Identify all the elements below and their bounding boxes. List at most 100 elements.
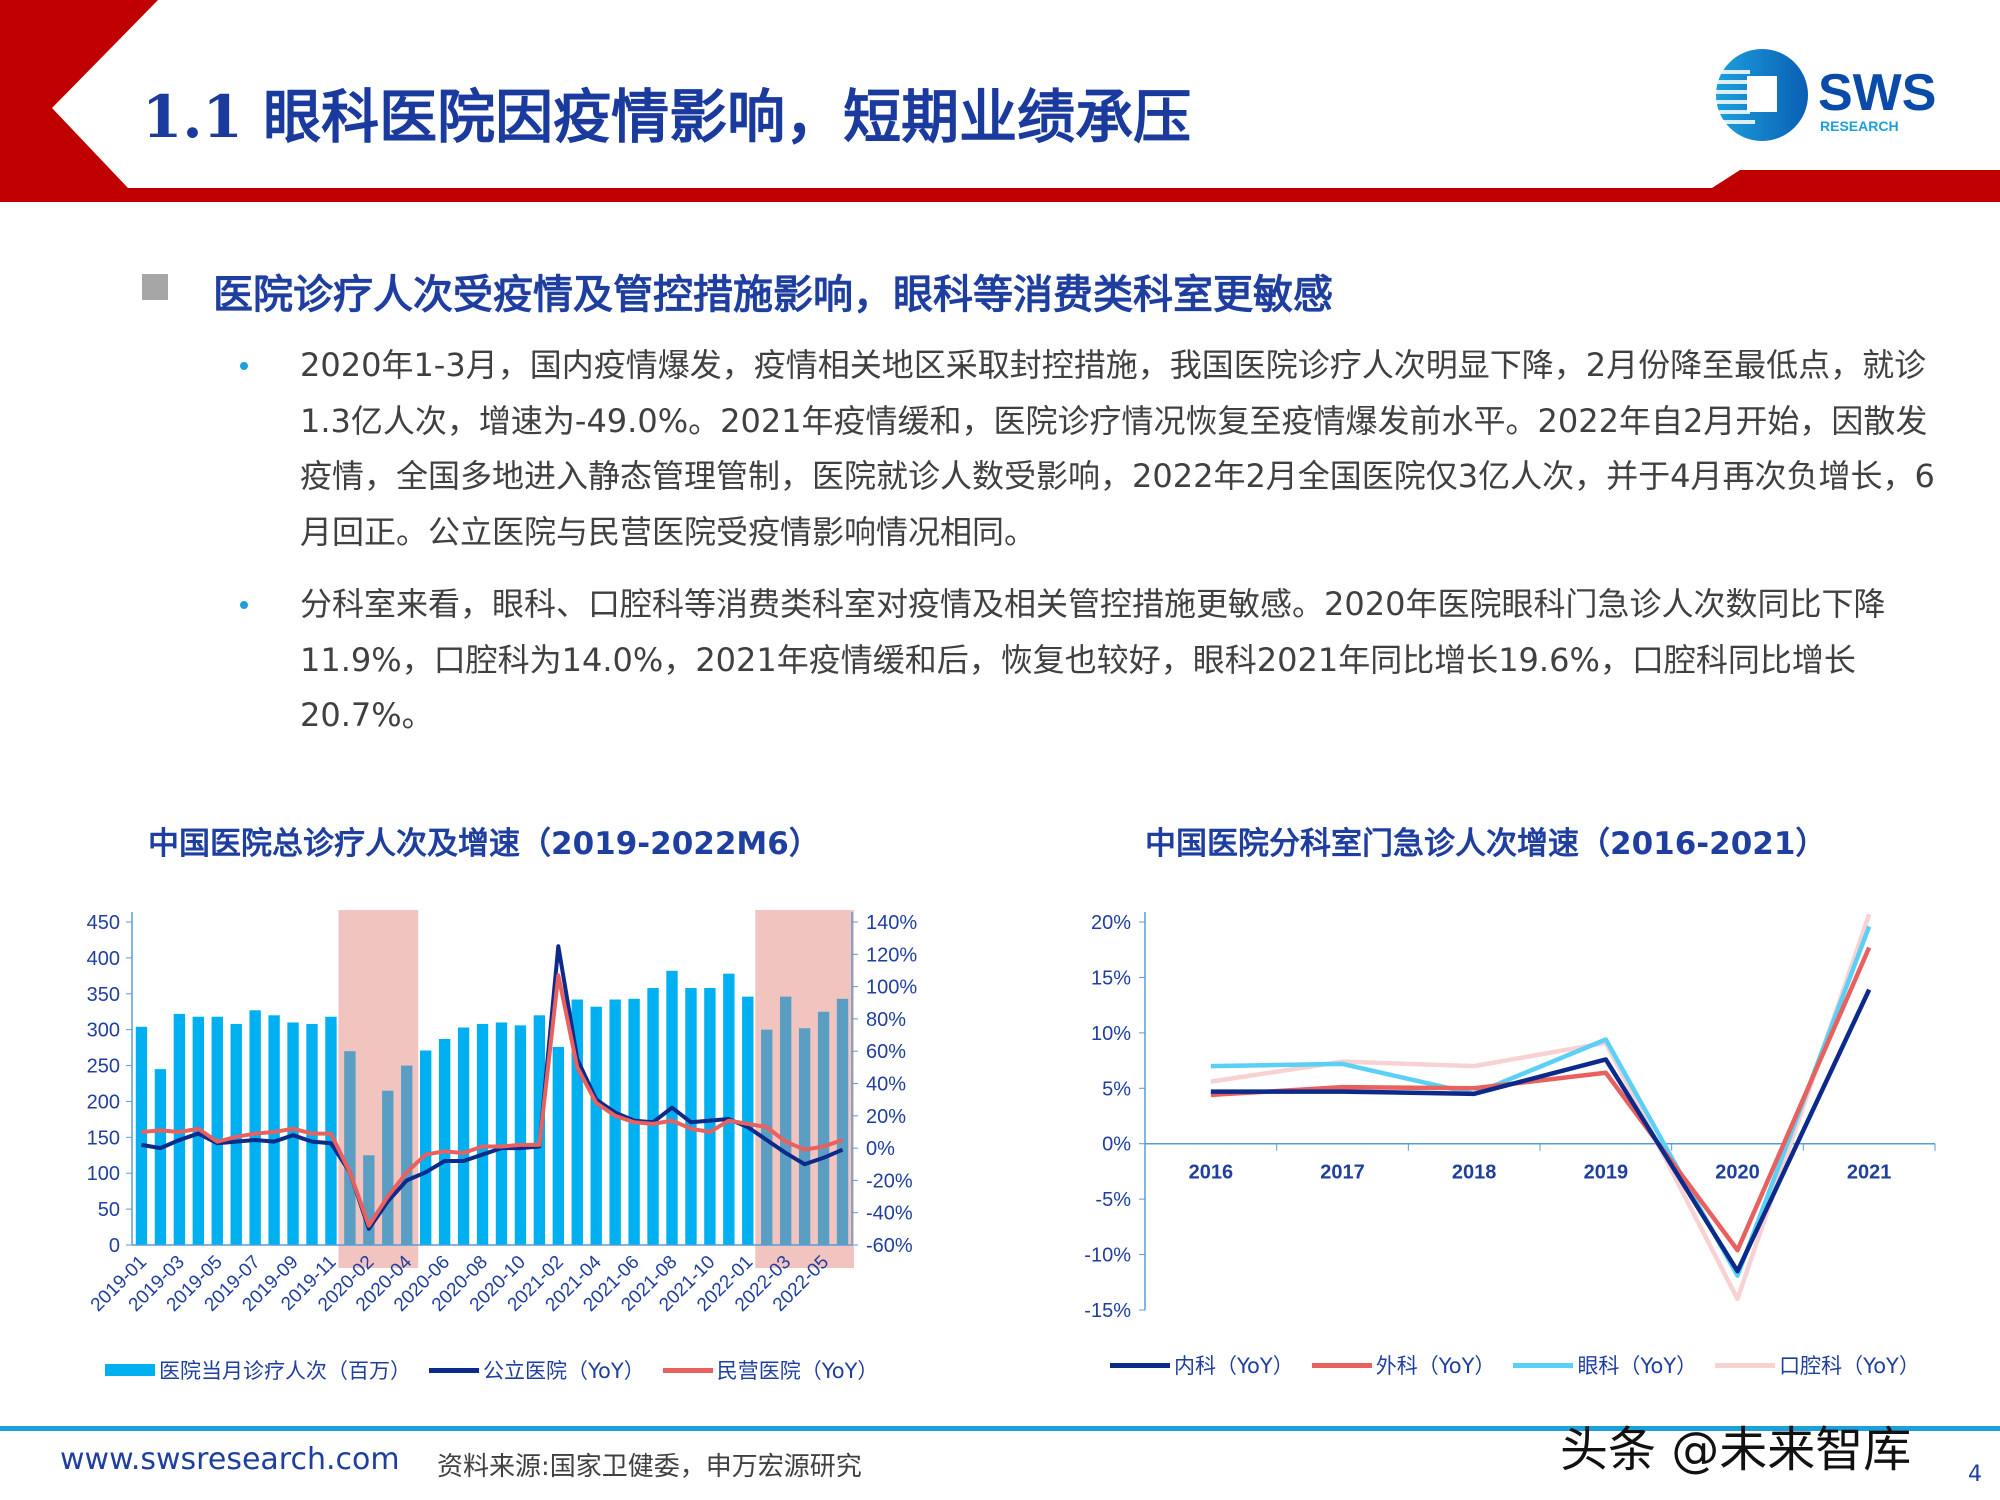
bullet-item: 分科室来看，眼科、口腔科等消费类科室对疫情及相关管控措施更敏感。2020年医院眼…: [240, 577, 1950, 744]
right-tick-label: 100%: [866, 977, 917, 999]
series-line: [1210, 925, 1872, 1278]
bar: [438, 1038, 451, 1245]
legend-label: 外科（YoY）: [1375, 1354, 1496, 1378]
left-tick-label: 300: [87, 1020, 120, 1042]
right-tick-label: 60%: [866, 1041, 906, 1063]
bar: [761, 1029, 773, 1245]
bullet-paragraph-2: 分科室来看，眼科、口腔科等消费类科室对疫情及相关管控措施更敏感。2020年医院眼…: [300, 585, 1886, 734]
right-tick-label: -20%: [866, 1170, 913, 1192]
legend-label: 民营医院（YoY）: [716, 1359, 879, 1383]
bar: [135, 1026, 148, 1245]
bar: [382, 1090, 394, 1245]
legend-item: 外科（YoY）: [1311, 1350, 1496, 1380]
right-tick-label: 140%: [866, 912, 917, 934]
legend-item: 民营医院（YoY）: [662, 1355, 879, 1385]
page-number: 4: [1968, 1462, 1982, 1487]
legend-label: 公立医院（YoY）: [483, 1359, 645, 1383]
right-tick-label: 20%: [866, 1106, 906, 1128]
footer-source: 资料来源:国家卫健委，申万宏源研究: [437, 1452, 862, 1482]
bar: [798, 1028, 811, 1245]
bar: [495, 1022, 508, 1245]
page-title: 1.1 眼科医院因疫情影响，短期业绩承压: [142, 83, 1192, 151]
left-tick-label: 250: [87, 1056, 120, 1078]
bar: [325, 1016, 337, 1245]
legend-label: 医院当月诊疗人次（百万）: [159, 1359, 411, 1383]
right-tick-label: -60%: [866, 1235, 913, 1257]
bar: [723, 973, 735, 1245]
series-line: [1210, 988, 1872, 1274]
legend-swatch: [429, 1367, 479, 1373]
x-tick-label: 2018: [1452, 1162, 1497, 1184]
bar: [344, 1051, 356, 1245]
section-title: 医院诊疗人次受疫情及管控措施影响，眼科等消费类科室更敏感: [213, 272, 1333, 318]
legend-item: 医院当月诊疗人次（百万）: [105, 1355, 411, 1385]
bar: [514, 1025, 527, 1245]
bar: [817, 1011, 830, 1245]
bullet-dot: [240, 362, 248, 370]
bullet-dot: [240, 601, 248, 609]
series-line: [141, 973, 844, 1228]
bar: [249, 1010, 261, 1245]
legend-item: 口腔科（YoY）: [1715, 1350, 1920, 1380]
svg-text:SWS: SWS: [1818, 64, 1936, 122]
legend-item: 内科（YoY）: [1110, 1350, 1294, 1380]
legend-item: 公立医院（YoY）: [429, 1355, 645, 1385]
right-tick-label: 120%: [866, 944, 917, 966]
legend-swatch: [1110, 1362, 1170, 1368]
x-tick-label: 2017: [1320, 1162, 1365, 1184]
y-tick-label: 10%: [1091, 1023, 1131, 1045]
left-tick-label: 150: [87, 1127, 120, 1149]
bar: [457, 1027, 470, 1245]
bar: [571, 999, 583, 1245]
bar: [476, 1023, 489, 1245]
legend-item: 眼科（YoY）: [1513, 1350, 1697, 1380]
x-tick-label: 2019: [1584, 1162, 1629, 1184]
legend-swatch: [1715, 1362, 1776, 1368]
bar: [836, 998, 849, 1245]
legend-swatch: [1513, 1362, 1574, 1368]
legend-label: 内科（YoY）: [1174, 1354, 1294, 1378]
y-tick-label: 5%: [1102, 1078, 1131, 1100]
legend-swatch: [105, 1364, 155, 1376]
x-tick-label: 2020: [1715, 1162, 1760, 1184]
bar: [704, 988, 716, 1245]
left-tick-label: 450: [87, 912, 120, 934]
bar: [742, 996, 754, 1245]
bar: [420, 1050, 432, 1245]
department-growth-chart: -15% -10% -5% 0% 5% 10% 15% 20% 2016 2017 2018 2019…: [1084, 912, 1936, 1322]
footer-url-link[interactable]: www.swsresearch.com: [60, 1442, 400, 1477]
y-tick-label: -10%: [1084, 1245, 1131, 1267]
legend-swatch: [662, 1367, 713, 1373]
bullet-paragraph-1: 2020年1-3月，国内疫情爆发，疫情相关地区采取封控措施，我国医院诊疗人次明显…: [300, 346, 1935, 551]
bar: [780, 996, 792, 1245]
bar: [363, 1155, 375, 1245]
sws-logo: SWS RESEARCH: [1715, 48, 1960, 143]
right-tick-label: 40%: [866, 1074, 906, 1096]
legend-label: 口腔科（YoY）: [1779, 1354, 1920, 1378]
left-tick-label: 200: [87, 1091, 120, 1113]
legend-right: 内科（YoY） 外科（YoY） 眼科（YoY） 口腔科（YoY）: [1110, 1350, 1938, 1380]
legend-left: 医院当月诊疗人次（百万） 公立医院（YoY） 民营医院（YoY）: [105, 1355, 896, 1385]
header-red-band: [0, 0, 2000, 202]
y-tick-label: -15%: [1084, 1300, 1131, 1322]
svg-text:RESEARCH: RESEARCH: [1820, 118, 1899, 134]
bar: [173, 1013, 186, 1245]
bar: [154, 1069, 167, 1245]
left-tick-label: 100: [87, 1163, 120, 1185]
bar: [647, 988, 659, 1245]
legend-swatch: [1311, 1362, 1372, 1368]
chart-title-left: 中国医院总诊疗人次及增速（2019-2022M6）: [148, 826, 820, 862]
section-bullet-square: [142, 274, 168, 300]
left-tick-label: 0: [109, 1235, 120, 1257]
x-tick-label: 2021: [1847, 1162, 1892, 1184]
series-line: [1210, 946, 1872, 1253]
y-tick-label: 0%: [1102, 1134, 1131, 1156]
header-banner: [0, 0, 2000, 202]
left-tick-label: 400: [87, 948, 120, 970]
bullet-item: 2020年1-3月，国内疫情爆发，疫情相关地区采取封控措施，我国医院诊疗人次明显…: [240, 338, 1950, 560]
y-tick-label: -5%: [1095, 1189, 1131, 1211]
bar: [230, 1023, 242, 1245]
footer-divider: [0, 1426, 2000, 1431]
left-tick-label: 50: [98, 1199, 120, 1221]
chart-title-right: 中国医院分科室门急诊人次增速（2016-2021）: [1145, 826, 1827, 862]
